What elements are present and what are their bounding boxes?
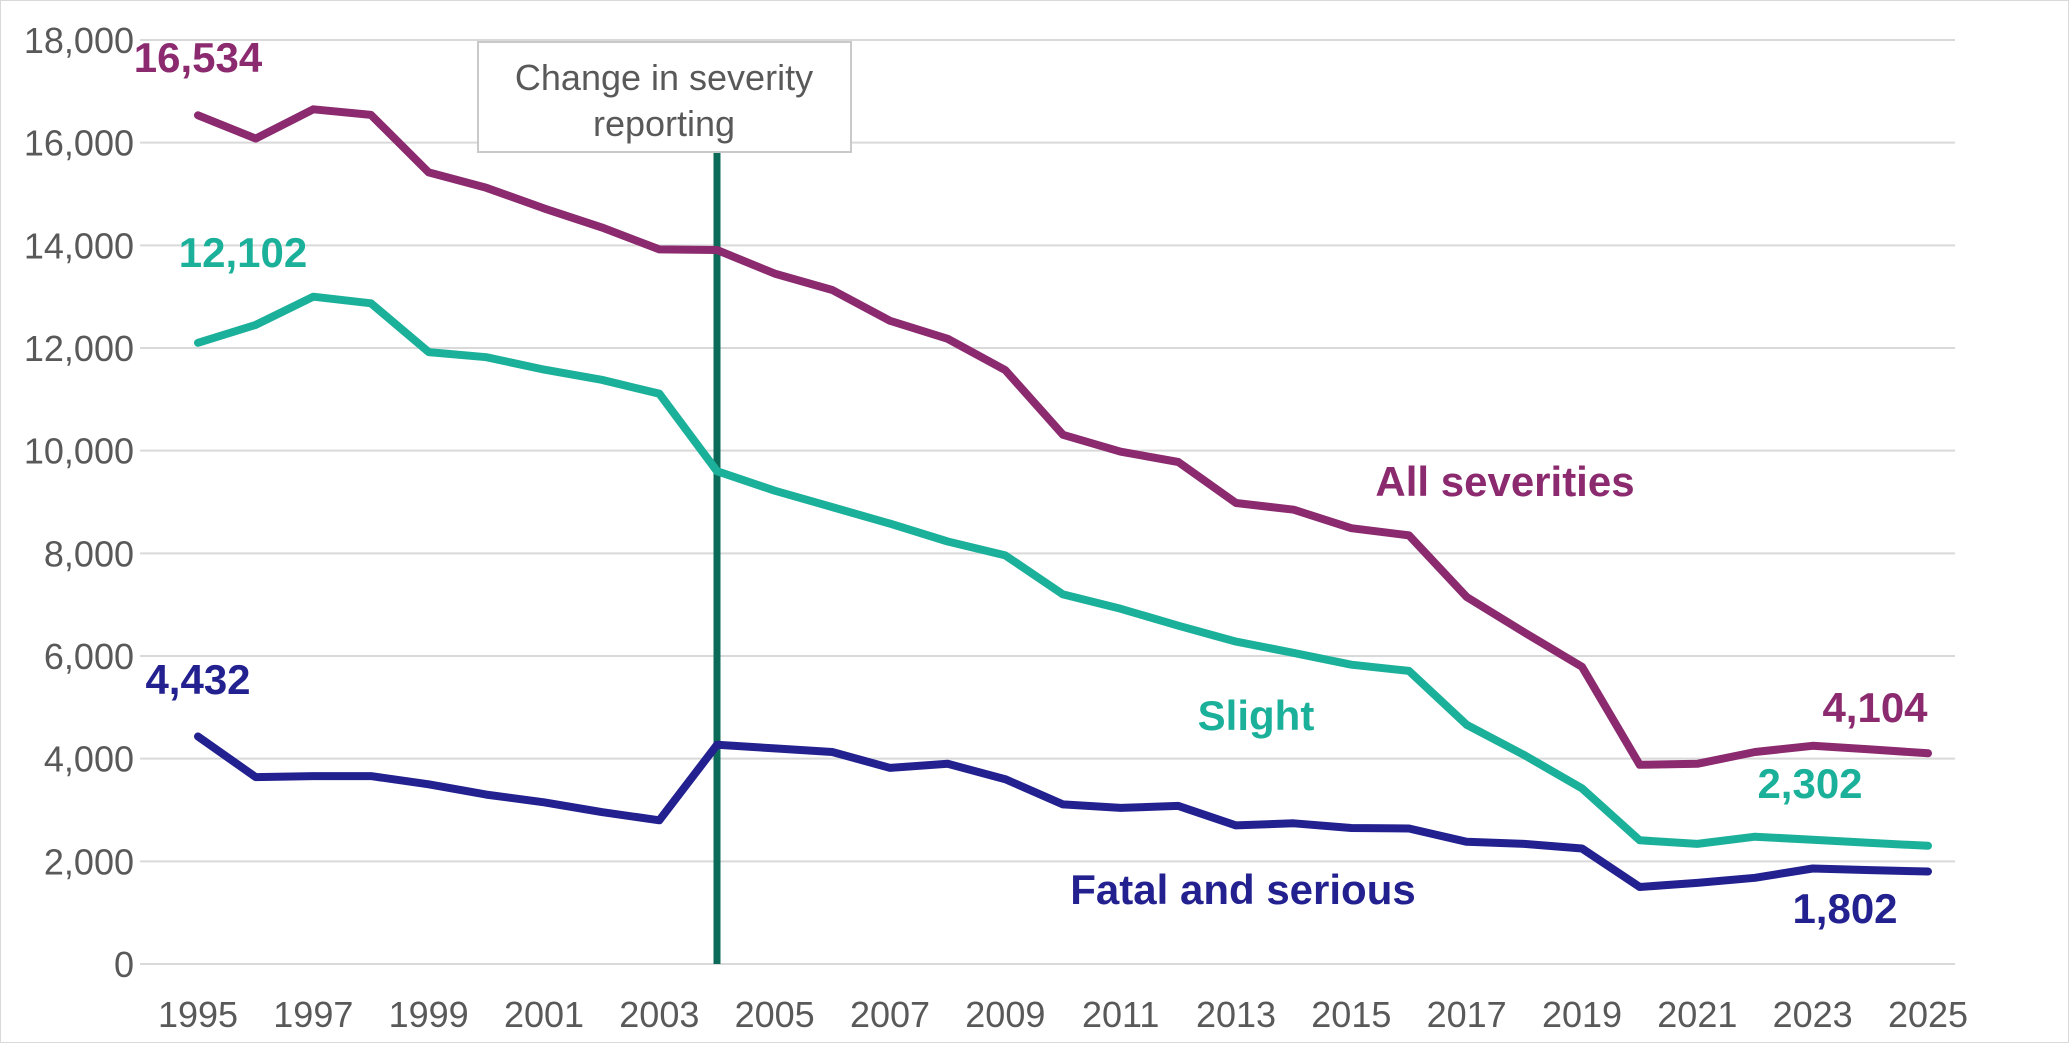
series-end-value-label: 1,802 (1792, 885, 1897, 932)
x-tick-label: 2013 (1196, 994, 1276, 1035)
x-tick-label: 2015 (1311, 994, 1391, 1035)
severity-change-annotation: Change in severity reporting (477, 41, 852, 153)
x-tick-label: 2019 (1542, 994, 1622, 1035)
series-start-value-label: 4,432 (145, 656, 250, 703)
x-tick-label: 2009 (965, 994, 1045, 1035)
y-tick-label: 8,000 (44, 533, 134, 574)
x-tick-label: 2005 (735, 994, 815, 1035)
series-start-value-label: 16,534 (134, 34, 263, 81)
y-axis-ticks: 0 2,000 4,000 6,000 8,000 10,000 12,000 14,000 1… (24, 20, 134, 985)
y-tick-label: 18,000 (24, 20, 134, 61)
y-tick-label: 12,000 (24, 328, 134, 369)
series-line-2 (194, 732, 1932, 891)
series-name-label: Fatal and serious (1070, 866, 1415, 913)
series-line-0 (194, 105, 1932, 769)
x-tick-label: 1997 (273, 994, 353, 1035)
y-tick-label: 10,000 (24, 431, 134, 472)
y-tick-label: 4,000 (44, 739, 134, 780)
series-end-value-label: 2,302 (1757, 760, 1862, 807)
series-start-value-label: 12,102 (179, 229, 307, 276)
x-tick-label: 2025 (1888, 994, 1968, 1035)
series-name-label: All severities (1375, 458, 1634, 505)
y-tick-label: 6,000 (44, 636, 134, 677)
x-axis-ticks: 1995 1997 1999 2001 2003 2005 2007 2009 2011 2013… (158, 994, 1968, 1035)
x-tick-label: 2021 (1657, 994, 1737, 1035)
y-tick-label: 2,000 (44, 841, 134, 882)
annotation-box (477, 41, 852, 153)
annotation-text-line1: Change in severity (515, 57, 813, 98)
x-tick-label: 2003 (619, 994, 699, 1035)
series-name-label: Slight (1198, 692, 1315, 739)
x-tick-label: 2017 (1427, 994, 1507, 1035)
data-labels: All severities 16,534 4,104 Slight 12,102 2,3… (134, 34, 1928, 932)
series-end-value-label: 4,104 (1822, 684, 1928, 731)
y-tick-label: 16,000 (24, 123, 134, 164)
x-tick-label: 2023 (1773, 994, 1853, 1035)
gridlines (140, 39, 1955, 965)
annotation-text-line2: reporting (593, 103, 735, 144)
x-tick-label: 2007 (850, 994, 930, 1035)
y-tick-label: 0 (114, 944, 134, 985)
x-tick-label: 2001 (504, 994, 584, 1035)
y-tick-label: 14,000 (24, 225, 134, 266)
series-lines (194, 105, 1932, 891)
series-line-1 (194, 292, 1932, 850)
x-tick-label: 1995 (158, 994, 238, 1035)
x-tick-label: 1999 (389, 994, 469, 1035)
x-tick-label: 2011 (1082, 994, 1159, 1035)
